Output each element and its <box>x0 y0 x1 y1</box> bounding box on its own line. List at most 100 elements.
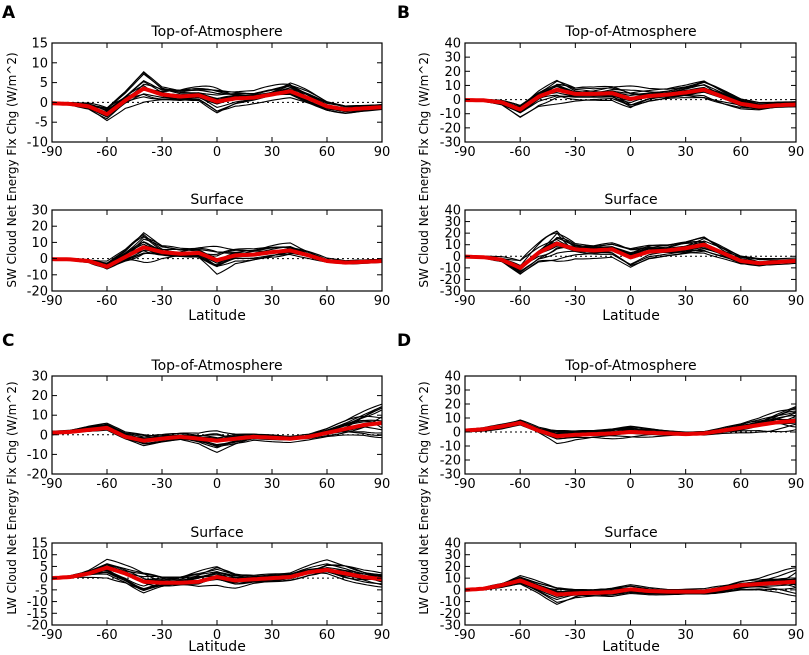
x-tick-label: 60 <box>733 145 750 160</box>
x-tick-label: -60 <box>510 145 531 160</box>
y-tick-label: 40 <box>444 204 461 219</box>
x-tick-label: 90 <box>374 294 391 309</box>
title-c-toa: Top-of-Atmosphere <box>150 358 282 374</box>
y-tick-label: -10 <box>27 268 48 283</box>
x-tick-label: 0 <box>626 145 634 160</box>
mean-line <box>52 421 382 443</box>
y-tick-label: -20 <box>27 468 48 483</box>
x-tick-label: 60 <box>733 477 750 492</box>
y-tick-label: -20 <box>27 285 48 300</box>
x-tick-label: -60 <box>510 477 531 492</box>
x-axis-label-b: Latitude <box>602 308 660 324</box>
y-tick-label: 0 <box>40 252 48 267</box>
y-tick-label: 30 <box>444 548 461 563</box>
x-tick-label: -30 <box>151 477 172 492</box>
y-tick-label: 10 <box>444 572 461 587</box>
title-d-toa: Top-of-Atmosphere <box>564 358 696 374</box>
y-tick-label: -10 <box>440 261 461 276</box>
x-tick-label: 0 <box>213 628 221 643</box>
x-tick-label: -90 <box>454 628 475 643</box>
mean-line <box>465 87 796 112</box>
y-tick-label: 20 <box>444 65 461 80</box>
y-tick-label: 10 <box>444 79 461 94</box>
y-tick-label: -20 <box>440 121 461 136</box>
x-tick-label: 30 <box>677 294 694 309</box>
x-tick-label: 0 <box>213 294 221 309</box>
mean-line <box>465 578 796 597</box>
y-tick-label: 10 <box>31 56 48 71</box>
x-tick-label: -30 <box>565 294 586 309</box>
y-tick-label: 40 <box>444 537 461 552</box>
x-tick-label: -90 <box>41 294 62 309</box>
x-tick-label: 30 <box>677 145 694 160</box>
y-axis-label-sw-left: SW Cloud Net Energy Flx Chg (W/m^2) <box>5 52 19 287</box>
y-tick-label: -20 <box>440 454 461 469</box>
y-tick-label: 30 <box>31 204 48 219</box>
y-tick-label: 10 <box>444 412 461 427</box>
x-tick-label: -30 <box>151 294 172 309</box>
x-tick-label: 30 <box>264 477 281 492</box>
x-tick-label: 90 <box>788 145 805 160</box>
x-tick-label: 90 <box>374 477 391 492</box>
y-tick-label: 30 <box>444 51 461 66</box>
y-tick-label: -30 <box>440 468 461 483</box>
x-axis-label-c: Latitude <box>188 639 246 655</box>
y-tick-label: 30 <box>444 215 461 230</box>
x-tick-label: 30 <box>677 477 694 492</box>
x-tick-label: -30 <box>565 145 586 160</box>
x-tick-label: -30 <box>565 628 586 643</box>
x-tick-label: 60 <box>733 628 750 643</box>
y-tick-label: -30 <box>440 619 461 634</box>
x-tick-label: 30 <box>264 628 281 643</box>
y-tick-label: 40 <box>444 370 461 385</box>
y-tick-label: -5 <box>35 583 48 598</box>
x-tick-label: 30 <box>264 145 281 160</box>
y-tick-label: 20 <box>444 227 461 242</box>
title-a-toa: Top-of-Atmosphere <box>150 24 282 40</box>
y-tick-label: -30 <box>440 285 461 300</box>
mean-line <box>52 245 382 269</box>
y-tick-label: -10 <box>440 595 461 610</box>
mean-line <box>465 418 796 439</box>
ensemble-line <box>465 80 796 108</box>
x-tick-label: 0 <box>213 145 221 160</box>
y-tick-label: 5 <box>40 560 48 575</box>
x-tick-label: 30 <box>677 628 694 643</box>
x-axis-label-a: Latitude <box>188 308 246 324</box>
y-tick-label: 0 <box>453 583 461 598</box>
x-tick-label: -60 <box>96 628 117 643</box>
x-tick-label: 90 <box>788 294 805 309</box>
mean-line <box>465 241 796 270</box>
x-tick-label: -30 <box>151 145 172 160</box>
ensemble-line <box>52 88 382 120</box>
x-tick-label: 60 <box>733 294 750 309</box>
y-tick-label: 0 <box>453 93 461 108</box>
x-tick-label: 0 <box>626 477 634 492</box>
x-tick-label: -30 <box>565 477 586 492</box>
x-tick-label: 90 <box>788 628 805 643</box>
ensemble-line <box>465 230 796 264</box>
x-tick-label: 60 <box>319 477 336 492</box>
panel-label-b: B <box>397 3 410 23</box>
y-axis-label-lw-right: LW Cloud Net Energy Flx Chg (W/m^2) <box>417 381 431 614</box>
y-tick-label: -15 <box>27 607 48 622</box>
y-tick-label: 15 <box>31 37 48 52</box>
x-tick-label: -60 <box>510 628 531 643</box>
y-tick-label: 5 <box>40 76 48 91</box>
y-tick-label: -10 <box>27 448 48 463</box>
x-tick-label: 0 <box>213 477 221 492</box>
panel-label-c: C <box>2 331 14 351</box>
mean-line <box>52 86 382 117</box>
title-b-toa: Top-of-Atmosphere <box>564 24 696 40</box>
x-tick-label: -90 <box>454 145 475 160</box>
title-c-surface: Surface <box>190 525 243 541</box>
y-tick-label: 0 <box>40 572 48 587</box>
x-tick-label: 90 <box>788 477 805 492</box>
panel-label-d: D <box>397 331 411 351</box>
title-d-surface: Surface <box>604 525 657 541</box>
